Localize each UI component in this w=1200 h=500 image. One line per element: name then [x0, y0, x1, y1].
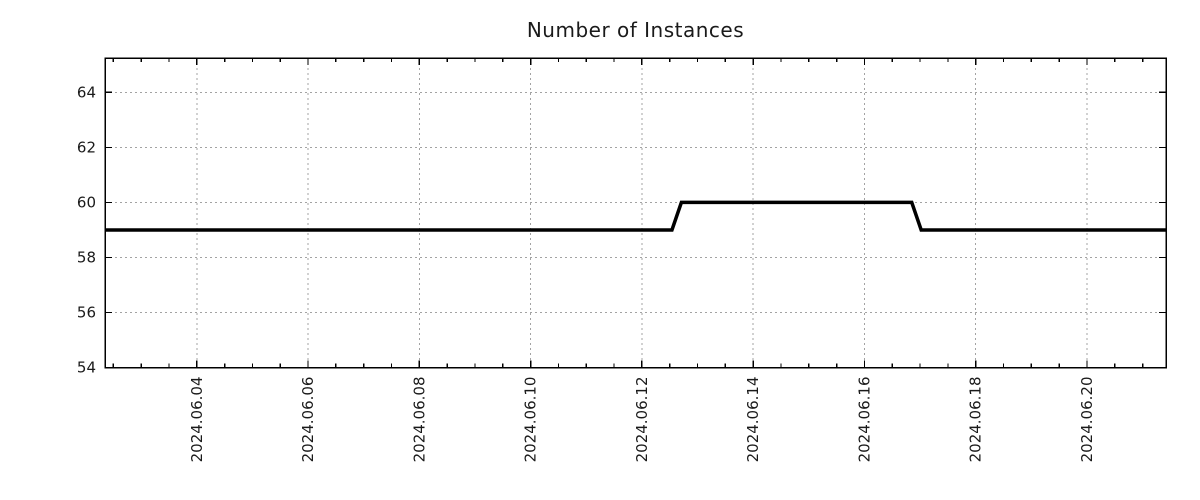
- x-tick-label: 2024.06.12: [633, 377, 651, 463]
- x-tick-label: 2024.06.18: [967, 376, 985, 462]
- x-axis-tick-labels: 2024.06.04 2024.06.06 2024.06.08 2024.06.10…: [188, 376, 1096, 462]
- axis-ticks: [105, 58, 1166, 369]
- x-tick-label: 2024.06.06: [299, 377, 317, 463]
- series-line-number-of-instances: [105, 200, 1166, 232]
- x-tick-label: 2024.06.16: [855, 377, 873, 463]
- y-tick-label: 64: [77, 83, 96, 101]
- y-tick-label: 60: [77, 193, 96, 211]
- chart-title: Number of Instances: [526, 18, 745, 42]
- plot-border: [104, 57, 1167, 369]
- grid-lines: [105, 58, 1166, 368]
- y-tick-label: 54: [77, 359, 96, 377]
- x-tick-label: 2024.06.10: [522, 377, 540, 463]
- y-tick-label: 58: [77, 248, 96, 266]
- y-tick-label: 62: [77, 138, 96, 156]
- x-tick-label: 2024.06.08: [410, 377, 428, 463]
- x-tick-label: 2024.06.20: [1078, 377, 1096, 463]
- x-tick-label: 2024.06.14: [744, 377, 762, 463]
- y-tick-label: 56: [77, 303, 96, 321]
- data-series: [105, 200, 1166, 232]
- y-axis-tick-labels: 54 56 58 60 62 64: [77, 83, 96, 376]
- x-tick-label: 2024.06.04: [188, 377, 206, 463]
